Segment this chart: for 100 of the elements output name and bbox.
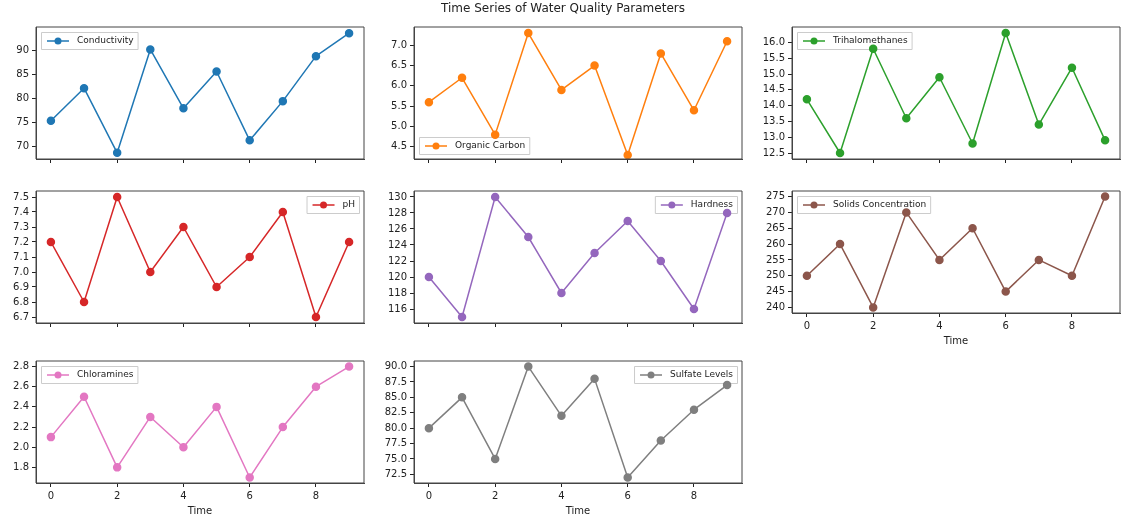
point: [344, 237, 354, 247]
y-tick-label: 2.6: [13, 380, 29, 392]
y-tick-label: 116: [387, 302, 407, 314]
point: [212, 67, 221, 76]
x-tick-label: 8: [1068, 319, 1076, 331]
point: [935, 72, 944, 82]
point: [311, 51, 321, 61]
legend-label: Chloramines: [77, 369, 134, 380]
y-tick-label: 1.8: [13, 460, 29, 472]
y-tick-label: 82.5: [384, 406, 407, 418]
point: [722, 380, 732, 390]
point: [278, 422, 288, 432]
point: [424, 423, 434, 433]
y-tick-label: 80.0: [384, 421, 407, 433]
y-tick-label: 5.5: [391, 99, 407, 111]
y-tick-label: 265: [765, 221, 785, 233]
y-tick-label: 240: [765, 301, 785, 313]
y-tick-label: 6.8: [13, 295, 29, 307]
legend-label: Conductivity: [77, 35, 135, 46]
y-tick-label: 270: [765, 205, 785, 217]
y-tick-label: 5.0: [391, 120, 407, 132]
point: [524, 232, 533, 242]
point: [46, 432, 56, 442]
y-tick-label: 7.4: [13, 205, 29, 217]
x-tick-label: 8: [690, 489, 698, 501]
y-tick-label: 122: [387, 254, 407, 266]
y-tick-label: 4.5: [391, 140, 407, 152]
y-tick-label: 72.5: [384, 467, 407, 479]
x-tick-label: 4: [936, 319, 943, 331]
y-tick-label: 6.5: [391, 59, 407, 71]
point: [689, 304, 699, 314]
y-tick-label: 15.0: [762, 67, 785, 79]
point: [457, 73, 467, 83]
point: [835, 239, 845, 249]
point: [1034, 120, 1044, 129]
point: [146, 412, 155, 422]
point: [802, 271, 812, 281]
y-tick-label: 245: [765, 285, 785, 297]
legend-label: pH: [342, 199, 355, 210]
point: [212, 402, 221, 412]
legend-label: Trihalomethanes: [832, 35, 908, 46]
y-tick-label: 124: [387, 238, 407, 250]
point: [656, 436, 666, 445]
y-tick-label: 90: [16, 44, 29, 56]
x-tick-label: 0: [425, 489, 433, 501]
y-tick-label: 13.5: [762, 115, 785, 127]
point: [146, 267, 155, 277]
point: [868, 44, 878, 54]
y-tick-label: 87.5: [384, 375, 407, 387]
point: [179, 222, 188, 232]
point: [179, 442, 188, 452]
y-tick-label: 7.3: [13, 220, 29, 232]
point: [1034, 255, 1044, 265]
point: [902, 114, 911, 123]
point: [112, 192, 122, 202]
point: [656, 256, 666, 266]
y-tick-label: 75: [16, 115, 29, 127]
x-tick-label: 8: [312, 489, 320, 501]
point: [344, 28, 354, 38]
point: [146, 45, 155, 54]
x-tick-label: 4: [558, 489, 565, 501]
x-tick-label: 6: [624, 489, 631, 501]
y-tick-label: 85.0: [384, 390, 407, 402]
y-tick-label: 118: [387, 286, 407, 298]
y-tick-label: 14.5: [762, 83, 785, 95]
y-tick-label: 16.0: [762, 36, 785, 48]
point: [46, 116, 56, 125]
point: [179, 104, 188, 113]
y-tick-label: 77.5: [384, 437, 407, 449]
y-tick-label: 80: [16, 91, 29, 103]
y-tick-label: 2.0: [13, 440, 29, 452]
y-tick-label: 12.5: [762, 146, 785, 158]
y-tick-label: 255: [765, 253, 785, 265]
point: [1067, 63, 1077, 72]
point: [968, 223, 977, 233]
x-tick-label: 6: [246, 489, 253, 501]
point: [278, 96, 288, 106]
point: [1001, 28, 1010, 38]
x-tick-label: 2: [113, 489, 121, 501]
point: [557, 288, 566, 298]
point: [79, 392, 89, 402]
point: [623, 150, 632, 159]
y-tick-label: 120: [387, 270, 407, 282]
point: [457, 312, 467, 322]
point: [79, 83, 89, 93]
y-tick-label: 126: [387, 222, 407, 234]
point: [524, 28, 533, 38]
y-tick-label: 14.0: [762, 99, 785, 111]
x-axis-title: Time: [186, 504, 213, 516]
point: [722, 36, 732, 46]
point: [1100, 136, 1110, 145]
point: [868, 303, 878, 312]
point: [902, 208, 911, 217]
x-tick-label: 2: [491, 489, 499, 501]
point: [457, 393, 467, 402]
y-tick-label: 2.4: [13, 400, 29, 412]
point: [112, 148, 122, 158]
y-tick-label: 7.0: [13, 265, 29, 277]
point: [490, 130, 500, 139]
point: [623, 473, 632, 482]
